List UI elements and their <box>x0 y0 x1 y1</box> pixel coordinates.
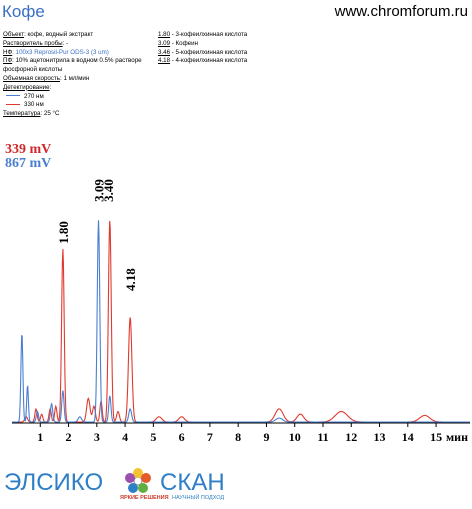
column-label: НФ <box>3 48 13 56</box>
peak-rt: 3.46 <box>158 48 171 56</box>
peak-rt: 4.18 <box>158 57 171 65</box>
y-scale-blue: 867 mV <box>5 156 52 171</box>
x-tick-label: 15 <box>430 430 442 444</box>
peak-rt: 1.80 <box>158 31 171 38</box>
temperature-label: Температура <box>3 110 41 118</box>
mobile-phase-label: ПФ <box>3 57 13 65</box>
solvent-label: Растворитель пробы <box>3 39 63 47</box>
legend-label-270: 270 нм <box>24 92 44 100</box>
x-tick-label: 12 <box>345 430 357 444</box>
peak-label: 3.40 <box>101 179 116 202</box>
logo-text-right: СКАН <box>160 469 225 496</box>
logo-tagline-2: НАУЧНЫЙ ПОДХОД <box>172 495 225 501</box>
x-axis-unit: мин <box>446 430 468 444</box>
legend-swatch-270 <box>6 95 20 97</box>
x-tick-label: 8 <box>235 430 241 444</box>
peak-label: 1.80 <box>56 221 71 244</box>
x-tick-label: 2 <box>66 430 72 444</box>
company-logo: ЭЛСИКО СКАН ЯРКИЕ РЕШЕНИЯ НАУЧНЫЙ ПОДХОД <box>4 467 264 507</box>
x-tick-label: 7 <box>207 430 213 444</box>
page-title: Кофе <box>2 2 45 21</box>
flower-icon <box>125 468 151 493</box>
peak-name: - 4-кофеилхинная кислота <box>170 57 248 65</box>
peak-label: 3.09 <box>92 179 107 202</box>
method-details: Объект: кофе, водный экстракт Растворите… <box>3 31 153 119</box>
object-label: Объект <box>3 31 25 38</box>
x-tick-label: 4 <box>122 430 128 444</box>
flow-label: Объемная скорость <box>3 74 60 82</box>
peak-name: - Кофеин <box>170 39 198 47</box>
x-tick-label: 5 <box>150 430 156 444</box>
column-value: : 100x3 Reprosil-Pur ODS-3 (3 um) <box>12 48 109 56</box>
peak-name: - 5-кофеилхинная кислота <box>170 48 248 56</box>
x-tick-label: 11 <box>317 430 328 444</box>
x-tick-label: 13 <box>374 430 386 444</box>
x-tick-label: 1 <box>37 430 43 444</box>
series-line <box>12 220 470 423</box>
site-url[interactable]: www.chromforum.ru <box>334 3 468 20</box>
x-tick-label: 9 <box>263 430 269 444</box>
series-line <box>12 220 470 423</box>
peak-label: 4.18 <box>123 268 138 291</box>
mobile-phase-value: : 10% ацетонитрила в водном 0.5% раствоp… <box>3 57 142 74</box>
logo-tagline-1: ЯРКИЕ РЕШЕНИЯ <box>120 495 169 501</box>
object-value: : кофе, водный экстракт <box>24 31 94 38</box>
peak-rt: 3.09 <box>158 39 171 47</box>
logo-text-left: ЭЛСИКО <box>4 469 104 496</box>
x-tick-label: 3 <box>94 430 100 444</box>
peak-name: - 3-кофеилхинная кислота <box>170 31 248 38</box>
y-scale-red: 339 mV <box>5 142 52 157</box>
legend-swatch-330 <box>6 104 20 106</box>
x-tick-label: 14 <box>402 430 414 444</box>
flow-value: : 1 мл/мин <box>60 74 90 82</box>
x-tick-label: 6 <box>179 430 185 444</box>
detection-value: : <box>49 83 52 91</box>
x-tick-label: 10 <box>289 430 301 444</box>
detection-label: Детектирование <box>3 83 50 91</box>
temperature-value: : 25 °C <box>40 110 60 118</box>
solvent-value: : - <box>62 39 69 47</box>
legend-label-330: 330 нм <box>24 101 44 109</box>
peak-list: 1.80 - 3-кофеилхинная кислота 3.09 - Коф… <box>158 31 247 66</box>
